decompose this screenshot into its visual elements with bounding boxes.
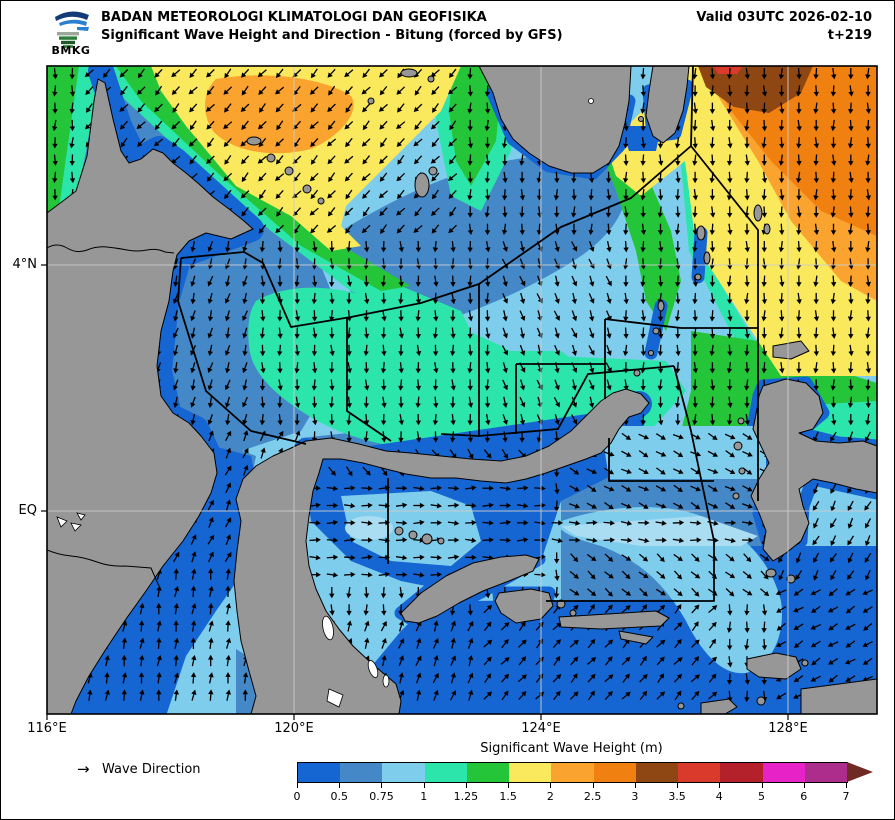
colorbar-tick (297, 783, 298, 788)
colorbar-tick-label: 4 (715, 790, 723, 803)
colorbar-tick-label: 7 (842, 790, 850, 803)
wave-direction-label: Wave Direction (102, 762, 201, 777)
axis-ticks (41, 264, 789, 720)
colorbar-tick-label: 6 (800, 790, 808, 803)
colorbar-cell (762, 763, 805, 782)
colorbar-overflow-arrow (847, 762, 873, 782)
colorbar-tick (465, 783, 467, 788)
land-sulawesi (233, 388, 650, 714)
political-borders (47, 244, 175, 587)
colorbar (297, 762, 848, 783)
colorbar-tick (677, 783, 679, 788)
land-sula (558, 610, 670, 630)
land-ternate-chain (732, 417, 796, 584)
colorbar-tick-label: 2 (546, 790, 554, 803)
land-sulu-islands (246, 68, 438, 205)
lakes-and-white-islets (56, 98, 594, 708)
colorbar-tick-label: 3 (631, 790, 639, 803)
header-valid-time: Valid 03UTC 2026-02-10 (696, 10, 872, 25)
header-product-title: Significant Wave Height and Direction - … (101, 28, 563, 43)
field-brown (698, 66, 813, 113)
y-tick-label: EQ (18, 502, 37, 518)
colorbar-tick-label: 0.75 (369, 790, 394, 803)
header-agency: BADAN METEOROLOGI KLIMATOLOGI DAN GEOFIS… (101, 10, 487, 25)
forecast-zone-boundaries (177, 66, 759, 602)
colorbar-title: Significant Wave Height (m) (480, 741, 663, 756)
colorbar-cell (635, 763, 679, 782)
colorbar-tick-label: 3.5 (668, 790, 686, 803)
header-forecast-step: t+219 (827, 28, 872, 43)
land-mindanao-east (645, 66, 690, 144)
colorbar-tick-label: 5 (758, 790, 766, 803)
x-tick-label: 120°E (274, 721, 314, 736)
field-red (713, 66, 743, 74)
colorbar-cell (466, 763, 510, 782)
colorbar-cell (551, 763, 594, 782)
colorbar-cell (678, 763, 721, 782)
colorbar-cell (382, 763, 425, 782)
colorbar-tick (719, 783, 721, 788)
y-tick-label: 4°N (12, 256, 38, 272)
wave-direction-arrow-icon: → (77, 760, 90, 778)
colorbar-cell (509, 763, 552, 782)
field-pale (341, 426, 782, 674)
colorbar-tick (634, 783, 636, 788)
land-sangihe-talaud (633, 204, 771, 377)
land-sulawesi-east-arm (400, 554, 540, 624)
bmkg-logo (55, 11, 89, 48)
land-mindanao-west (478, 66, 632, 174)
colorbar-tick (592, 783, 594, 788)
colorbar-tick (846, 783, 847, 788)
colorbar-tick-label: 1.5 (499, 790, 517, 803)
colorbar-tick-label: 0.5 (330, 790, 348, 803)
colorbar-cell (340, 763, 383, 782)
land-togian (394, 526, 445, 545)
land-bottom-right (800, 678, 877, 714)
colorbar-tick (339, 783, 341, 788)
x-tick-label: 128°E (768, 721, 808, 736)
colorbar-tick (550, 783, 552, 788)
colorbar-tick (761, 783, 763, 788)
colorbar-cell (298, 763, 341, 782)
logo-wave-dark (55, 11, 89, 21)
land (47, 66, 877, 714)
logo-wave-blue (59, 19, 87, 26)
colorbar-tick (381, 783, 383, 788)
graticule (47, 66, 877, 714)
map-frame (46, 65, 878, 715)
x-tick-label: 124°E (521, 721, 561, 736)
land-borneo (47, 78, 254, 714)
colorbar-tick (508, 783, 510, 788)
x-tick-label: 116°E (27, 721, 67, 736)
land-morotai (772, 340, 810, 360)
logo-caption: BMKG (51, 44, 91, 57)
colorbar-tick-label: 0 (293, 790, 301, 803)
colorbar-tick-label: 1.25 (453, 790, 479, 803)
logo-wave-blue2 (77, 27, 89, 31)
logo-bar4 (63, 45, 73, 48)
land-halmahera (750, 378, 877, 562)
colorbar-cell (424, 763, 467, 782)
logo-bar2 (59, 36, 77, 40)
colorbar-tick-label: 2.5 (583, 790, 602, 803)
colorbar-tick (423, 783, 425, 788)
colorbar-cell (720, 763, 763, 782)
colorbar-tick (803, 783, 805, 788)
logo-bar3 (61, 40, 75, 45)
colorbar-tick-label: 1 (420, 790, 428, 803)
colorbar-cell (804, 763, 848, 782)
colorbar-cell (593, 763, 636, 782)
logo-bar1 (57, 32, 79, 36)
